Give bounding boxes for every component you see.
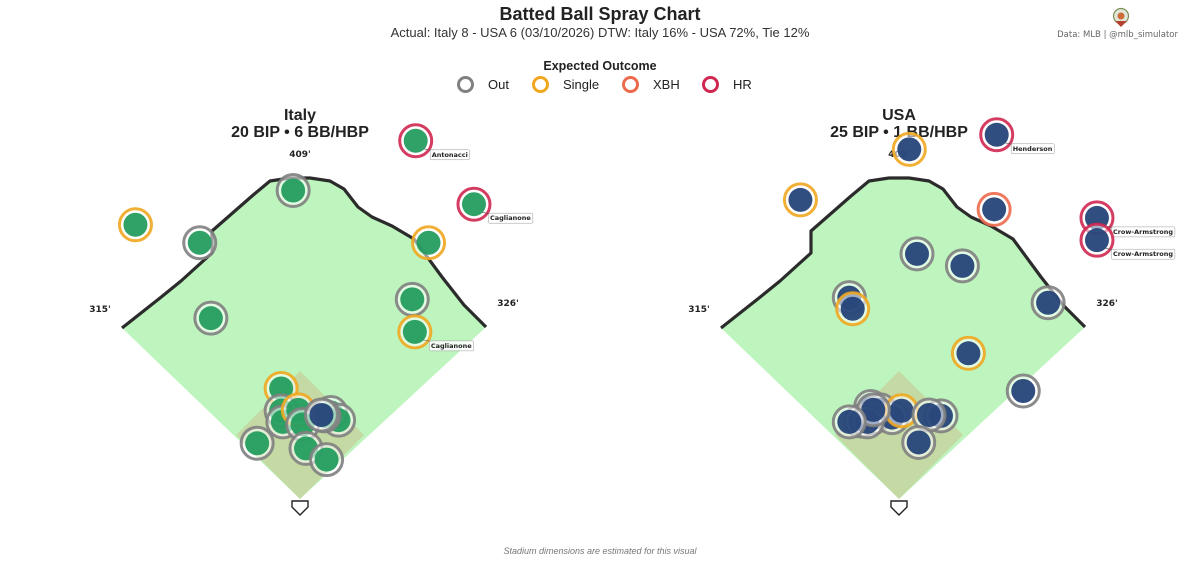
baseball-logo-icon	[1112, 7, 1130, 27]
batter-callout-label: Crow-Armstrong	[1113, 250, 1173, 258]
usa-team-name: USA	[882, 107, 916, 124]
callout-label-box	[1111, 248, 1176, 260]
batted-ball-marker	[402, 319, 427, 344]
callout-label-box	[488, 212, 534, 224]
batted-ball-marker	[889, 398, 914, 423]
batted-ball-marker	[198, 306, 223, 331]
legend-label-single: Single	[563, 76, 600, 92]
batter-callout-label: Antonacci	[432, 151, 468, 159]
italy-field: 315' 409' 326' Antonacci Caglianone Caglianon…	[89, 123, 534, 516]
home-plate-icon	[291, 500, 309, 516]
italy-outfield-grass	[122, 178, 486, 499]
usa-outfield-wall	[720, 176, 1087, 330]
batted-ball-marker	[861, 397, 886, 422]
legend-title: Expected Outcome	[543, 59, 657, 73]
legend-swatch-single	[532, 75, 549, 93]
batted-ball-marker	[314, 447, 339, 472]
batted-ball-marker	[837, 409, 862, 434]
batted-ball-marker	[897, 137, 922, 162]
batted-ball-marker	[281, 178, 306, 203]
batted-ball-marker	[956, 341, 981, 366]
batted-ball-marker	[950, 253, 975, 278]
usa-batted-balls: Henderson Crow-Armstrong Crow-Armstrong	[782, 117, 1176, 460]
usa-left-field-distance: 315'	[688, 305, 710, 315]
batted-ball-marker	[123, 212, 148, 237]
batted-ball-marker	[416, 230, 441, 255]
batted-ball-marker	[916, 403, 941, 428]
batted-ball-marker	[982, 197, 1007, 222]
legend-label-hr: HR	[733, 76, 752, 92]
italy-center-field-distance: 409'	[289, 150, 311, 160]
legend-item-xbh: XBH	[622, 74, 680, 94]
chart-title: Batted Ball Spray Chart	[499, 4, 701, 24]
batter-callout-label: Caglianone	[431, 342, 472, 350]
callout-label-box	[429, 149, 470, 161]
batter-callout-label: Caglianone	[490, 214, 531, 222]
batted-ball-marker	[1036, 290, 1061, 315]
legend-item-out: Out	[457, 74, 509, 94]
italy-panel-title: Italy 20 BIP • 6 BB/HBP	[120, 107, 480, 141]
italy-team-name: Italy	[283, 107, 316, 124]
callout-label-box	[1010, 143, 1055, 155]
batted-ball-marker	[403, 128, 428, 153]
legend-item-hr: HR	[702, 74, 752, 94]
data-credit: Data: MLB | @mlb_simulator	[1057, 30, 1178, 40]
legend-label-out: Out	[488, 76, 509, 92]
usa-panel-title: USA 25 BIP • 1 BB/HBP	[719, 107, 1079, 141]
batter-callout-label: Henderson	[1013, 145, 1053, 153]
batted-ball-marker	[309, 403, 334, 428]
batted-ball-marker	[840, 296, 865, 321]
batter-callout-label: Crow-Armstrong	[1113, 228, 1173, 236]
italy-batted-balls: Antonacci Caglianone Caglianone	[117, 123, 534, 478]
batted-ball-marker	[904, 241, 929, 266]
usa-right-field-distance: 326'	[1096, 299, 1118, 309]
italy-right-field-distance: 326'	[497, 299, 519, 309]
legend-swatch-out	[457, 75, 474, 93]
italy-left-field-distance: 315'	[89, 305, 111, 315]
batted-ball-marker	[984, 122, 1009, 147]
callout-label-box	[429, 340, 474, 352]
italy-bip-summary: 20 BIP • 6 BB/HBP	[231, 124, 369, 141]
legend-item-single: Single	[532, 74, 599, 94]
usa-bip-summary: 25 BIP • 1 BB/HBP	[830, 124, 968, 141]
usa-outfield-grass	[721, 178, 1085, 499]
legend-swatch-xbh	[622, 75, 639, 93]
legend: Out Single XBH HR	[0, 74, 1200, 94]
home-plate-icon	[890, 500, 908, 516]
legend-label-xbh: XBH	[653, 76, 680, 92]
batted-ball-marker	[400, 287, 425, 312]
batted-ball-marker	[1084, 228, 1109, 253]
chart-subtitle: Actual: Italy 8 - USA 6 (03/10/2026) DTW…	[390, 25, 810, 40]
batted-ball-marker	[187, 230, 212, 255]
batted-ball-marker	[1011, 379, 1036, 404]
footnote: Stadium dimensions are estimated for thi…	[503, 546, 697, 556]
batted-ball-marker	[461, 192, 486, 217]
batted-ball-marker	[245, 431, 270, 456]
batted-ball-marker	[906, 430, 931, 455]
legend-swatch-hr	[702, 75, 719, 93]
usa-field: 315'409'326'HendersonCrow-ArmstrongCrow-…	[688, 117, 1176, 516]
batted-ball-marker	[788, 187, 813, 212]
